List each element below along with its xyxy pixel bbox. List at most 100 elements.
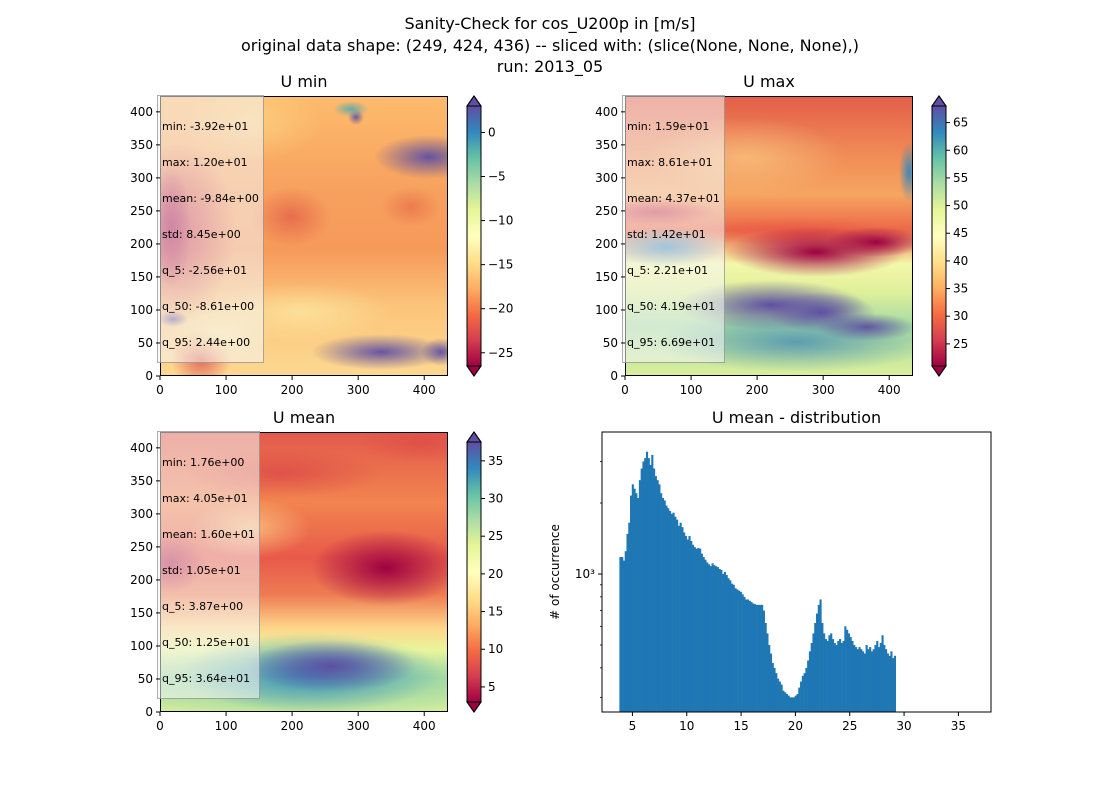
histogram-bar bbox=[807, 660, 810, 712]
histogram-bar bbox=[681, 527, 684, 712]
x-tick-label: 0 bbox=[156, 383, 164, 397]
umean-stat-std: std: 1.05e+01 bbox=[162, 564, 241, 577]
histogram-bar bbox=[768, 645, 771, 712]
umean-stat-max: max: 4.05e+01 bbox=[162, 492, 248, 505]
x-tick-label: 300 bbox=[812, 383, 835, 397]
panel-umin-title: U min bbox=[280, 72, 328, 91]
y-tick-label: 100 bbox=[130, 639, 153, 653]
colorbar-tick-label: −15 bbox=[488, 258, 513, 272]
histogram-bar bbox=[815, 613, 819, 712]
histogram-bar bbox=[805, 667, 808, 712]
y-tick-label: 100 bbox=[595, 303, 618, 317]
y-tick-label: 150 bbox=[595, 270, 618, 284]
histogram-bar bbox=[642, 461, 645, 712]
umax-stat-min: min: 1.59e+01 bbox=[627, 120, 710, 133]
histogram-bar bbox=[826, 640, 829, 712]
histogram-bar bbox=[622, 560, 626, 712]
histogram-bar bbox=[877, 647, 881, 712]
colorbar-extend-max bbox=[466, 431, 482, 443]
histogram-bar bbox=[762, 610, 765, 712]
histogram-bar bbox=[854, 647, 858, 712]
histogram-bar bbox=[729, 580, 732, 712]
umean-stat-q5: q_5: 3.87e+00 bbox=[162, 600, 244, 613]
histogram-bar bbox=[683, 532, 686, 712]
histogram-bar bbox=[653, 468, 656, 712]
y-tick-label: 400 bbox=[595, 105, 618, 119]
umean-stat-q50: q_50: 1.25e+01 bbox=[162, 636, 251, 649]
histogram-bar bbox=[635, 493, 638, 712]
histogram-bar bbox=[626, 533, 629, 712]
histogram-bar bbox=[769, 653, 773, 712]
histogram-bar bbox=[684, 535, 688, 712]
colorbar-tick-label: 25 bbox=[488, 529, 503, 543]
histogram-bar bbox=[628, 522, 631, 712]
histogram-bar bbox=[849, 637, 852, 712]
histogram-bar bbox=[893, 655, 897, 712]
histogram-bar bbox=[839, 639, 842, 712]
colorbar-gradient bbox=[467, 106, 481, 366]
colorbar-tick-label: 50 bbox=[953, 199, 968, 213]
y-tick-label: 200 bbox=[130, 573, 153, 587]
histogram-bar bbox=[661, 498, 665, 712]
histogram-bar bbox=[759, 604, 762, 712]
histogram-bar bbox=[766, 633, 769, 712]
histogram-bar bbox=[677, 525, 680, 712]
colorbar-extend-max bbox=[931, 95, 947, 107]
histogram-bar bbox=[631, 484, 634, 712]
histogram-bar bbox=[888, 655, 891, 712]
colorbar-extend-min bbox=[466, 365, 482, 377]
histogram-bar bbox=[692, 544, 695, 712]
x-tick-label: 0 bbox=[621, 383, 629, 397]
umax-stat-q50: q_50: 4.19e+01 bbox=[627, 300, 716, 313]
histogram-bar bbox=[817, 604, 820, 712]
x-tick-label: 100 bbox=[215, 383, 238, 397]
histogram-bar bbox=[870, 651, 874, 712]
histogram-bar bbox=[814, 622, 817, 712]
histogram-bar bbox=[823, 633, 826, 712]
histogram-bar bbox=[667, 508, 670, 712]
colorbar-tick-label: 30 bbox=[953, 309, 968, 323]
histogram-bar bbox=[732, 584, 735, 712]
colorbar-tick-label: −20 bbox=[488, 302, 513, 316]
colorbar-gradient bbox=[467, 442, 481, 702]
y-tick-label: 250 bbox=[595, 204, 618, 218]
y-tick-label: 300 bbox=[595, 171, 618, 185]
histogram-bar bbox=[654, 476, 657, 712]
histogram-bar bbox=[702, 557, 705, 712]
histogram-bar bbox=[686, 539, 689, 712]
umin-stats-box: min: -3.92e+01 max: 1.20e+01 mean: -9.84… bbox=[157, 95, 264, 363]
histogram-bar bbox=[690, 541, 693, 712]
histogram-bar bbox=[637, 498, 640, 712]
y-tick-label: 50 bbox=[603, 336, 618, 350]
colorbar-tick-label: 55 bbox=[953, 171, 968, 185]
histogram-bar bbox=[739, 591, 742, 712]
histogram-bar bbox=[676, 519, 679, 712]
histogram-bar bbox=[885, 649, 888, 712]
histogram-bar bbox=[801, 675, 804, 712]
histogram-bar bbox=[722, 574, 725, 712]
umax-stat-std: std: 1.42e+01 bbox=[627, 228, 706, 241]
histogram-bar bbox=[640, 468, 643, 712]
colorbar-tick-label: 25 bbox=[953, 337, 968, 351]
histogram-bar bbox=[830, 633, 833, 712]
histogram-bar bbox=[789, 697, 792, 712]
histogram-bar bbox=[715, 566, 718, 712]
histogram-bar bbox=[851, 640, 854, 712]
histogram-bar bbox=[853, 645, 856, 712]
histogram-bar bbox=[835, 645, 838, 712]
x-tick-label: 30 bbox=[896, 719, 911, 733]
y-tick-label: 50 bbox=[138, 672, 153, 686]
histogram-bar bbox=[775, 673, 778, 712]
y-tick-label: 0 bbox=[145, 369, 153, 383]
histogram-bar bbox=[734, 588, 737, 712]
histogram-bar bbox=[670, 513, 673, 712]
x-tick-label: 0 bbox=[156, 719, 164, 733]
y-tick-label: 250 bbox=[130, 204, 153, 218]
histogram-bar bbox=[700, 553, 703, 712]
histogram-bar bbox=[674, 516, 677, 712]
histogram-bar bbox=[867, 649, 870, 712]
y-tick-label: 200 bbox=[595, 237, 618, 251]
umin-stat-q95: q_95: 2.44e+00 bbox=[162, 336, 251, 349]
x-tick-label: 25 bbox=[842, 719, 857, 733]
umean-stat-min: min: 1.76e+00 bbox=[162, 456, 245, 469]
